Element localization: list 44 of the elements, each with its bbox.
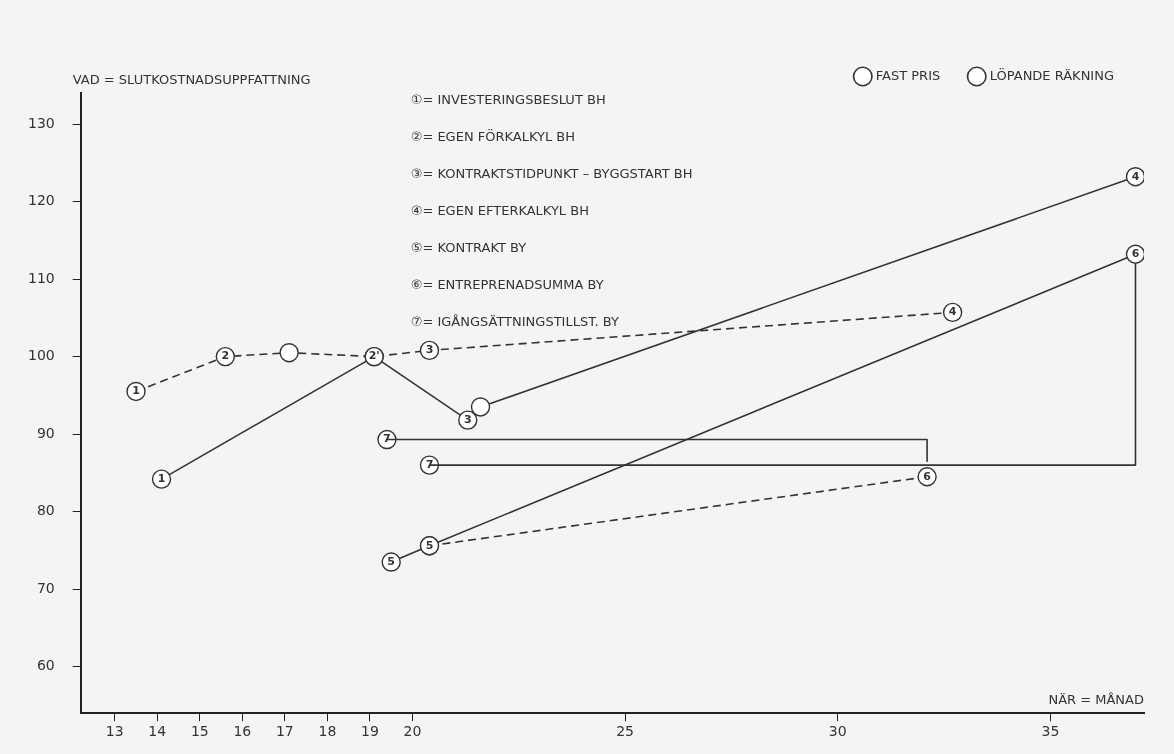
x-tick-label: 14 bbox=[148, 723, 167, 740]
annotation: ⑤= KONTRAKT BY bbox=[410, 240, 527, 256]
y-tick-label: 60 bbox=[36, 657, 55, 674]
y-axis-title: VAD = SLUTKOSTNADSUPPFATTNING bbox=[72, 71, 311, 87]
y-tick-label: 80 bbox=[36, 502, 55, 519]
annotation: 1 bbox=[157, 471, 166, 485]
annotation: 2 bbox=[221, 349, 230, 363]
y-tick-label: 130 bbox=[27, 114, 55, 131]
x-tick-label: 16 bbox=[233, 723, 252, 740]
y-tick-label: 70 bbox=[36, 579, 55, 596]
x-tick-label: 25 bbox=[616, 723, 635, 740]
y-tick-label: 110 bbox=[27, 269, 55, 286]
x-tick-label: 15 bbox=[190, 723, 209, 740]
legend-label: FAST PRIS bbox=[875, 67, 941, 83]
annotation: 1 bbox=[132, 384, 140, 398]
annotation: 2' bbox=[368, 349, 380, 363]
annotation: 3 bbox=[425, 343, 434, 357]
annotation: 5 bbox=[387, 554, 396, 568]
x-tick-label: 17 bbox=[275, 723, 294, 740]
annotation: ①= INVESTERINGSBESLUT BH bbox=[410, 92, 606, 108]
x-tick-label: 35 bbox=[1041, 723, 1060, 740]
annotation: ⑥= ENTREPRENADSUMMA BY bbox=[410, 277, 604, 293]
annotation: 4 bbox=[948, 305, 957, 319]
annotation: ③= KONTRAKTSTIDPUNKT – BYGGSTART BH bbox=[410, 166, 693, 182]
x-tick-label: 30 bbox=[828, 723, 847, 740]
annotation: 3 bbox=[463, 413, 472, 427]
x-tick-label: 18 bbox=[318, 723, 337, 740]
annotation: 7 bbox=[425, 457, 434, 471]
y-tick-label: 90 bbox=[36, 424, 55, 441]
annotation: 5 bbox=[425, 538, 434, 552]
x-tick-label: 13 bbox=[105, 723, 124, 740]
x-axis-title: NÄR = MÅNAD bbox=[1048, 692, 1144, 708]
annotation: 6 bbox=[923, 469, 932, 483]
y-tick-label: 120 bbox=[27, 192, 55, 209]
legend-label: LÖPANDE RÄKNING bbox=[989, 66, 1115, 83]
annotation: ②= EGEN FÖRKALKYL BH bbox=[410, 128, 576, 145]
annotation: ④= EGEN EFTERKALKYL BH bbox=[410, 203, 589, 219]
y-tick-label: 100 bbox=[27, 347, 55, 364]
x-tick-label: 19 bbox=[361, 723, 379, 740]
annotation: 6 bbox=[1131, 247, 1140, 261]
x-tick-label: 20 bbox=[403, 723, 422, 740]
annotation: 4 bbox=[1131, 169, 1140, 183]
annotation: 7 bbox=[383, 432, 391, 446]
annotation: ⑦= IGÅNGSÄTTNINGSTILLST. BY bbox=[410, 314, 620, 330]
